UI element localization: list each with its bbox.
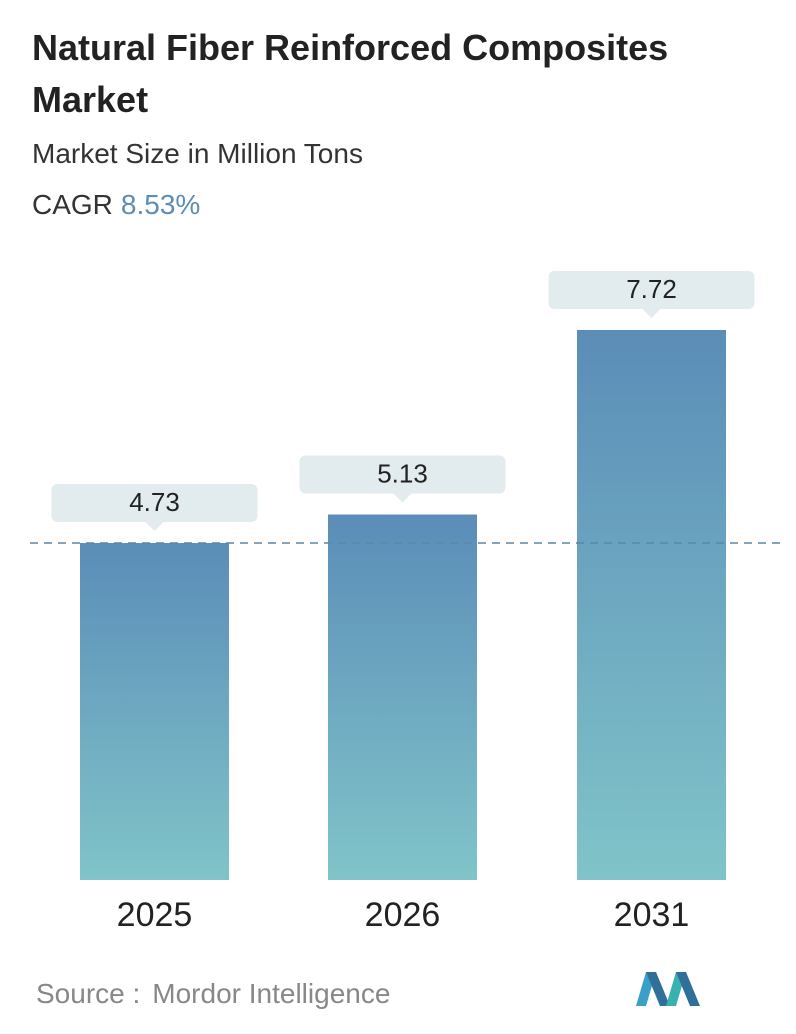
label-bubble: [548, 271, 755, 318]
x-tick-label: 2025: [117, 896, 193, 934]
x-tick-label: 2026: [365, 896, 441, 934]
cagr-value: 8.53%: [120, 189, 201, 220]
x-tick-label: 2031: [614, 896, 690, 934]
source-label: Source :: [36, 978, 141, 1009]
value-label: 4.73: [129, 487, 180, 517]
cagr-label: CAGR: [32, 189, 113, 220]
label-bubble: [299, 455, 506, 503]
source: Source : Mordor Intelligence: [36, 978, 390, 1010]
chart-title: Natural Fiber Reinforced Composites Mark…: [32, 27, 669, 120]
chart-subtitle: Market Size in Million Tons: [32, 138, 363, 169]
value-label: 7.72: [626, 274, 677, 304]
cagr: CAGR 8.53%: [32, 189, 200, 221]
logo: [636, 972, 700, 1006]
source-name: Mordor Intelligence: [152, 978, 391, 1009]
bar: [80, 543, 229, 880]
label-bubble: [51, 484, 258, 532]
bar: [577, 330, 726, 880]
value-label: 5.13: [377, 459, 428, 489]
bar: [328, 514, 477, 880]
